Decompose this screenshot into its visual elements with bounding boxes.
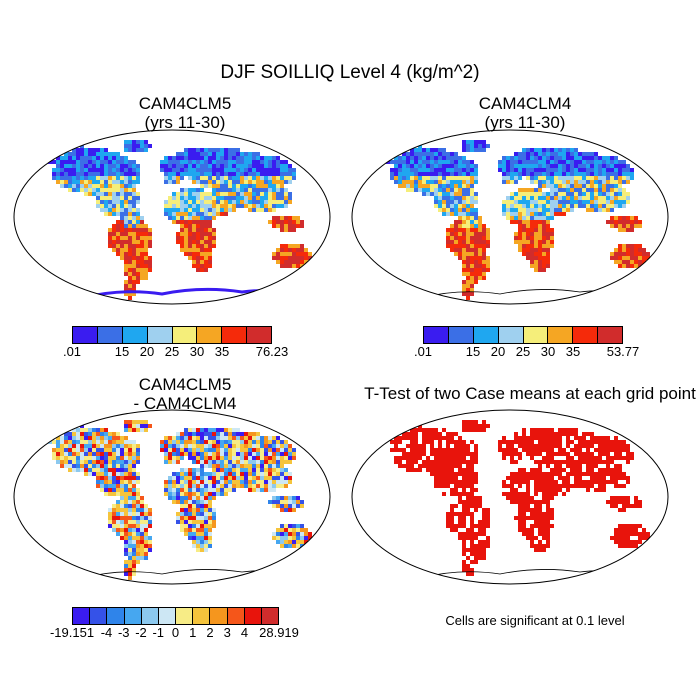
map-cam4clm4 bbox=[350, 128, 670, 306]
colorbar-swatch bbox=[107, 608, 125, 624]
colorbar-cam4clm4 bbox=[423, 326, 623, 344]
colorbar-tick-label: -4 bbox=[100, 625, 113, 640]
colorbar-tick-label: -2 bbox=[135, 625, 147, 640]
colorbar-swatch bbox=[573, 327, 599, 343]
map-border bbox=[351, 409, 669, 585]
colorbar-tick-label: .01 bbox=[413, 344, 433, 359]
colorbar-swatch bbox=[90, 608, 108, 624]
panel-title-cam4clm5: CAM4CLM5 (yrs 11-30) bbox=[25, 94, 345, 132]
colorbar-swatch bbox=[448, 327, 474, 343]
colorbar-tick-label: 1 bbox=[189, 625, 197, 640]
colorbar-tick-label: 0 bbox=[171, 625, 180, 640]
colorbar-swatch bbox=[172, 327, 198, 343]
colorbar-swatch bbox=[97, 327, 123, 343]
colorbar-tick-label: 25 bbox=[164, 344, 180, 359]
colorbar-swatch bbox=[193, 608, 211, 624]
colorbar-swatch bbox=[210, 608, 228, 624]
colorbar-swatch bbox=[222, 327, 248, 343]
colorbar-tick-label: -1 bbox=[152, 625, 165, 640]
colorbar-swatch bbox=[158, 608, 177, 624]
colorbar-tick-label: 20 bbox=[490, 344, 506, 359]
colorbar-tick-label: 25 bbox=[515, 344, 531, 359]
panel-title-line2: (yrs 11-30) bbox=[484, 113, 566, 132]
colorbar-swatch bbox=[141, 608, 159, 624]
panel-title-line2: - CAM4CLM4 bbox=[133, 394, 237, 413]
panel-title-line1: T-Test of two Case means at each grid po… bbox=[364, 384, 696, 403]
colorbar-tick-label: 30 bbox=[540, 344, 556, 359]
colorbar-tick-label: 15 bbox=[465, 344, 481, 359]
colorbar-swatch bbox=[424, 327, 449, 343]
colorbar-cam4clm5 bbox=[72, 326, 272, 344]
colorbar-swatch bbox=[124, 608, 142, 624]
colorbar-swatch bbox=[247, 327, 271, 343]
colorbar-swatch bbox=[244, 608, 262, 624]
map-difference bbox=[12, 408, 332, 586]
colorbar-swatch bbox=[197, 327, 223, 343]
panel-title-cam4clm4: CAM4CLM4 (yrs 11-30) bbox=[365, 94, 685, 132]
colorbar-tick-label: -19.151 bbox=[49, 625, 95, 640]
colorbar-labels-cam4clm4: .01 15 20 25 30 35 53.77 bbox=[414, 344, 639, 360]
panel-title-line2: (yrs 11-30) bbox=[144, 113, 226, 132]
map-border bbox=[13, 409, 331, 585]
colorbar-swatch bbox=[73, 327, 98, 343]
colorbar-tick-label: 76.23 bbox=[255, 344, 289, 359]
colorbar-tick-label: 35 bbox=[565, 344, 581, 359]
significance-note: Cells are significant at 0.1 level bbox=[445, 613, 625, 628]
colorbar-labels-difference: -19.151 -4 -3 -2 -1 0 1 2 3 4 28.919 bbox=[50, 625, 299, 641]
colorbar-labels-cam4clm5: .01 15 20 25 30 35 76.23 bbox=[63, 344, 288, 360]
colorbar-tick-label: 28.919 bbox=[259, 625, 299, 640]
panel-title-line1: CAM4CLM5 bbox=[138, 94, 232, 113]
colorbar-tick-label: 3 bbox=[223, 625, 231, 640]
panel-title-ttest: T-Test of two Case means at each grid po… bbox=[340, 384, 700, 403]
colorbar-swatch bbox=[147, 327, 173, 343]
colorbar-swatch bbox=[498, 327, 524, 343]
colorbar-swatch bbox=[73, 608, 91, 624]
colorbar-swatch bbox=[227, 608, 245, 624]
colorbar-swatch bbox=[548, 327, 574, 343]
colorbar-swatch bbox=[598, 327, 622, 343]
colorbar-tick-label: 4 bbox=[240, 625, 249, 640]
panel-title-difference: CAM4CLM5 - CAM4CLM4 bbox=[25, 375, 345, 413]
colorbar-swatch bbox=[473, 327, 499, 343]
panel-title-line1: CAM4CLM5 bbox=[138, 375, 232, 394]
map-border bbox=[13, 129, 331, 305]
colorbar-difference bbox=[72, 607, 279, 625]
colorbar-swatch bbox=[176, 608, 194, 624]
colorbar-swatch bbox=[523, 327, 549, 343]
colorbar-tick-label: -3 bbox=[117, 625, 130, 640]
map-border bbox=[351, 129, 669, 305]
panel-title-line1: CAM4CLM4 bbox=[478, 94, 572, 113]
map-cam4clm5 bbox=[12, 128, 332, 306]
colorbar-tick-label: 35 bbox=[214, 344, 230, 359]
colorbar-tick-label: 15 bbox=[114, 344, 130, 359]
colorbar-swatch bbox=[122, 327, 148, 343]
colorbar-swatch bbox=[261, 608, 279, 624]
colorbar-tick-label: 30 bbox=[189, 344, 205, 359]
figure-title: DJF SOILLIQ Level 4 (kg/m^2) bbox=[220, 62, 480, 83]
colorbar-tick-label: 2 bbox=[206, 625, 214, 640]
colorbar-tick-label: .01 bbox=[62, 344, 82, 359]
map-ttest bbox=[350, 408, 670, 586]
colorbar-tick-label: 20 bbox=[139, 344, 155, 359]
colorbar-tick-label: 53.77 bbox=[606, 344, 640, 359]
